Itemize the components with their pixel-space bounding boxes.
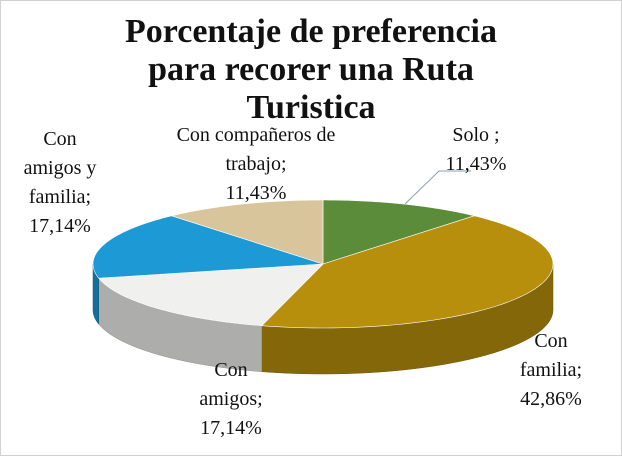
category-label: Con amigos y familia; [23,128,97,208]
pie-slice [170,199,324,265]
data-label: Con familia; 42,86% [491,327,611,414]
category-label: Con familia; [519,330,583,381]
chart-title: Porcentaje de preferencia para recorer u… [125,13,497,126]
value-label: 42,86% [520,388,582,410]
category-label: Con amigos; [199,359,263,410]
value-label: 17,14% [29,215,91,237]
leader-line [404,170,471,205]
data-label: Solo ; 11,43% [421,121,531,179]
category-label: Solo ; [452,124,500,146]
data-label: Con amigos y familia; 17,14% [5,125,115,241]
data-label: Con compañeros de trabajo; 11,43% [166,121,346,208]
value-label: 11,43% [225,182,287,204]
category-label: Con compañeros de trabajo; [176,124,336,175]
pie-slice [92,215,324,279]
value-label: 17,14% [200,417,262,439]
pie-slice [322,199,476,265]
value-label: 11,43% [445,153,507,175]
pie-slice [98,263,324,326]
data-label: Con amigos; 17,14% [171,356,291,443]
pie [92,199,554,375]
pie-slice [261,215,554,329]
